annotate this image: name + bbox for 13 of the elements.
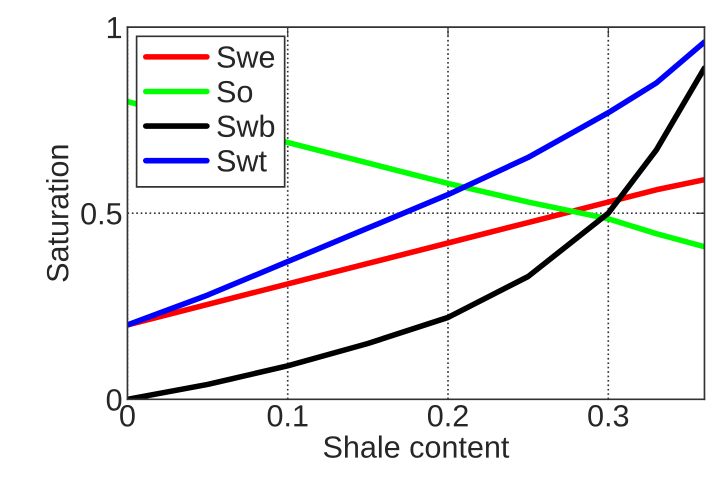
x-axis-title: Shale content	[324, 435, 510, 458]
x-tick-label: 0	[120, 405, 135, 427]
y-tick-label: 0.5	[81, 202, 122, 225]
y-axis-title: Saturation	[46, 146, 69, 282]
y-tick-label: 1	[108, 17, 122, 38]
y-tick-label: 0	[106, 389, 122, 411]
x-tick-label: 0.2	[428, 405, 468, 427]
legend-label: Swt	[217, 150, 267, 172]
x-tick-label: 0.3	[588, 405, 628, 427]
legend-label: Swe	[217, 46, 274, 68]
legend-label: So	[217, 80, 252, 102]
x-tick-label: 0.1	[268, 405, 308, 427]
legend-label: Swb	[217, 114, 274, 138]
